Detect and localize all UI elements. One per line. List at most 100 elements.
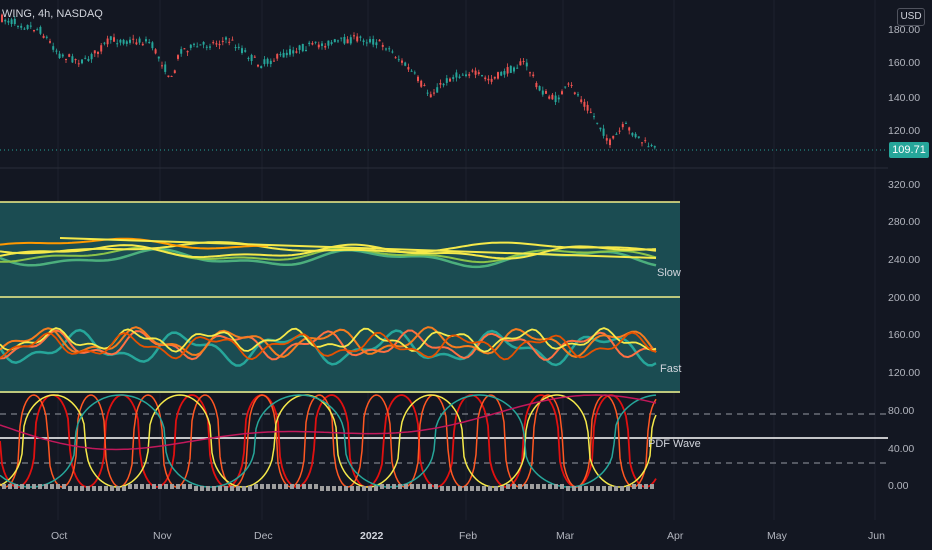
- histogram-bar: [572, 486, 576, 491]
- histogram-bar: [2, 484, 6, 489]
- histogram-bar: [80, 486, 84, 491]
- time-tick: Oct: [51, 530, 68, 542]
- histogram-bar: [146, 484, 150, 489]
- histogram-bar: [332, 486, 336, 491]
- candle-body: [404, 62, 407, 66]
- histogram-bar: [218, 486, 222, 491]
- candle-body: [449, 78, 451, 82]
- candle-body: [545, 91, 547, 94]
- candle-body: [557, 97, 560, 100]
- candle-body: [417, 76, 419, 82]
- candle-body: [455, 72, 458, 78]
- time-tick: Dec: [254, 530, 273, 542]
- candle-body: [529, 72, 531, 74]
- candle-body: [87, 58, 90, 61]
- candle-body: [17, 25, 19, 27]
- candle-body: [301, 43, 304, 52]
- histogram-bar: [254, 484, 258, 489]
- price-tick: 180.00: [888, 24, 921, 36]
- histogram-bar: [32, 484, 36, 489]
- candle-body: [525, 62, 528, 67]
- indicator-tick: 320.00: [888, 179, 921, 191]
- candle-body: [631, 132, 634, 136]
- candle-body: [337, 40, 339, 42]
- candle-body: [218, 43, 221, 46]
- candle-body: [253, 56, 256, 58]
- candle-body: [321, 43, 323, 46]
- candle-body: [519, 61, 522, 66]
- candle-body: [618, 130, 621, 132]
- candle-body: [125, 41, 128, 44]
- time-tick: Feb: [459, 530, 478, 542]
- candle-body: [39, 26, 42, 34]
- candle-body: [52, 46, 55, 50]
- candle-body: [407, 67, 410, 70]
- histogram-bar: [302, 484, 306, 489]
- candle-body: [250, 54, 253, 62]
- candle-body: [461, 74, 464, 76]
- candle-body: [330, 42, 333, 44]
- histogram-bar: [590, 486, 594, 491]
- histogram-bar: [38, 484, 42, 489]
- time-tick: Jun: [868, 530, 885, 542]
- indicator-tick: 280.00: [888, 216, 921, 228]
- candle-body: [7, 20, 10, 23]
- histogram-bar: [608, 486, 612, 491]
- candle-body: [225, 37, 227, 40]
- histogram-bar: [308, 484, 312, 489]
- candle-body: [276, 54, 279, 59]
- candle-body: [346, 39, 349, 44]
- candle-body: [129, 39, 131, 43]
- histogram-bar: [416, 484, 420, 489]
- candle-body: [577, 94, 579, 96]
- candle-body: [45, 36, 48, 38]
- indicator-tick: 0.00: [888, 480, 909, 492]
- candle-body: [349, 37, 352, 44]
- candle-body: [209, 46, 211, 48]
- candle-body: [429, 94, 432, 98]
- candle-body: [481, 75, 483, 77]
- candle-body: [516, 67, 519, 69]
- candle-body: [273, 60, 275, 62]
- histogram-bar: [578, 486, 582, 491]
- candle-body: [388, 48, 391, 50]
- price-tick: 160.00: [888, 57, 921, 69]
- candle-body: [77, 63, 80, 65]
- candle-body: [353, 35, 355, 37]
- candle-body: [90, 54, 93, 60]
- histogram-bar: [650, 484, 654, 489]
- candle-body: [23, 28, 26, 30]
- candle-body: [503, 71, 506, 75]
- histogram-bar: [326, 486, 330, 491]
- candle-body: [359, 36, 362, 38]
- candle-body: [145, 39, 147, 42]
- histogram-bar: [194, 486, 198, 491]
- candle-body: [378, 39, 381, 42]
- candle-body: [653, 146, 656, 148]
- candle-body: [199, 44, 202, 46]
- histogram-bar: [26, 484, 30, 489]
- candle-body: [362, 40, 365, 42]
- histogram-bar: [50, 484, 54, 489]
- candle-body: [423, 84, 426, 86]
- indicator-tick: 160.00: [888, 329, 921, 341]
- candle-body: [477, 72, 480, 74]
- candle-body: [615, 133, 618, 135]
- candle-body: [375, 42, 378, 46]
- indicator-tick: 240.00: [888, 254, 921, 266]
- slow-label: Slow: [657, 267, 681, 279]
- candle-body: [119, 39, 122, 43]
- currency-button[interactable]: USD: [897, 8, 925, 26]
- histogram-bar: [110, 486, 114, 491]
- histogram-bar: [86, 486, 90, 491]
- candle-body: [535, 82, 538, 88]
- candle-body: [116, 43, 119, 45]
- histogram-bar: [602, 486, 606, 491]
- candle-body: [81, 59, 83, 64]
- histogram-bar: [536, 484, 540, 489]
- candle-body: [452, 77, 455, 79]
- candle-body: [445, 78, 448, 83]
- histogram-bar: [314, 484, 318, 489]
- candle-body: [33, 30, 35, 32]
